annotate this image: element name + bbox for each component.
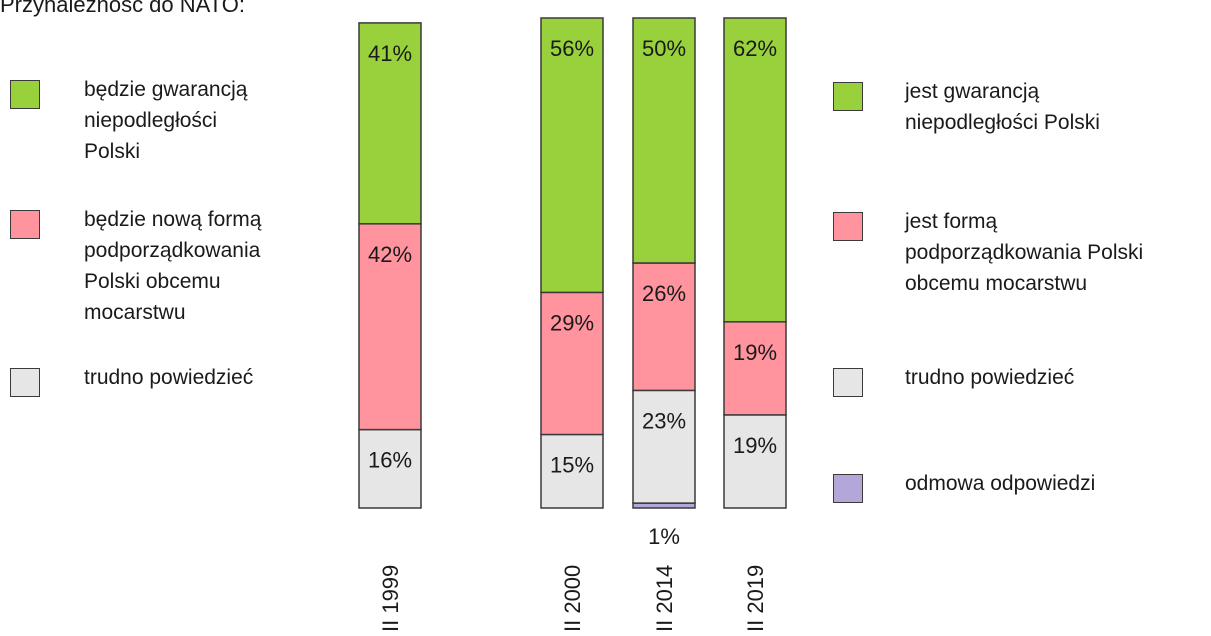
bar-segment <box>358 22 422 225</box>
bar-segment <box>632 17 696 264</box>
bar-value-label: 56% <box>550 36 594 61</box>
bar-segment <box>540 433 604 509</box>
bar-segment <box>723 17 787 323</box>
chart-title: Przynależność do NATO: <box>0 0 245 17</box>
left-legend-swatch <box>10 368 40 397</box>
right-legend-item-1: jest formą podporządkowania Polski obcem… <box>833 210 1143 299</box>
category-label: II 1999 <box>378 565 403 632</box>
bar-segment <box>358 223 422 431</box>
left-legend-label: trudno powiedzieć <box>84 366 254 389</box>
bar-segment <box>723 321 787 416</box>
right-legend-label: jest formą podporządkowania Polski obcem… <box>905 210 1144 295</box>
left-legend-swatch <box>10 80 40 109</box>
left-legend-label: będzie gwarancją niepodległości Polski <box>84 78 248 163</box>
bar-segment <box>632 262 696 392</box>
right-legend-swatch <box>833 212 863 241</box>
left-legend-swatch <box>10 210 40 239</box>
right-legend-swatch <box>833 474 863 503</box>
bar-value-label: 1% <box>648 524 680 549</box>
left-legend-item-1: będzie nową formą podporządkowania Polsk… <box>10 208 261 328</box>
category-label: II 2014 <box>652 565 677 632</box>
right-legend-label: odmowa odpowiedzi <box>905 472 1096 495</box>
bar-segment <box>632 389 696 504</box>
bar-segment <box>540 17 604 294</box>
right-legend-item-3: odmowa odpowiedzi <box>833 472 1095 503</box>
bar-value-label: 16% <box>368 448 412 473</box>
bar-value-label: 23% <box>642 408 686 433</box>
bar-segment <box>723 414 787 509</box>
bar-value-label: 15% <box>550 453 594 478</box>
bar-value-label: 26% <box>642 281 686 306</box>
right-legend-item-2: trudno powiedzieć <box>833 366 1074 397</box>
right-legend-label: jest gwarancją niepodległości Polski <box>905 80 1100 134</box>
left-legend-label: będzie nową formą podporządkowania Polsk… <box>84 208 262 324</box>
right-legend-swatch <box>833 82 863 111</box>
bar-value-label: 42% <box>368 242 412 267</box>
bar-value-label: 41% <box>368 41 412 66</box>
bar-value-label: 50% <box>642 36 686 61</box>
bar-segment <box>358 428 422 509</box>
bar-value-label: 62% <box>733 36 777 61</box>
bar-value-label: 19% <box>733 340 777 365</box>
category-label: II 2019 <box>743 565 768 632</box>
bar-value-label: 19% <box>733 433 777 458</box>
category-label: II 2000 <box>560 565 585 632</box>
right-legend-swatch <box>833 368 863 397</box>
right-legend-item-0: jest gwarancją niepodległości Polski <box>833 80 1100 138</box>
left-legend-item-2: trudno powiedzieć <box>10 366 253 397</box>
bar-value-label: 29% <box>550 310 594 335</box>
right-legend-label: trudno powiedzieć <box>905 366 1075 389</box>
left-legend-item-0: będzie gwarancją niepodległości Polski <box>10 78 247 167</box>
